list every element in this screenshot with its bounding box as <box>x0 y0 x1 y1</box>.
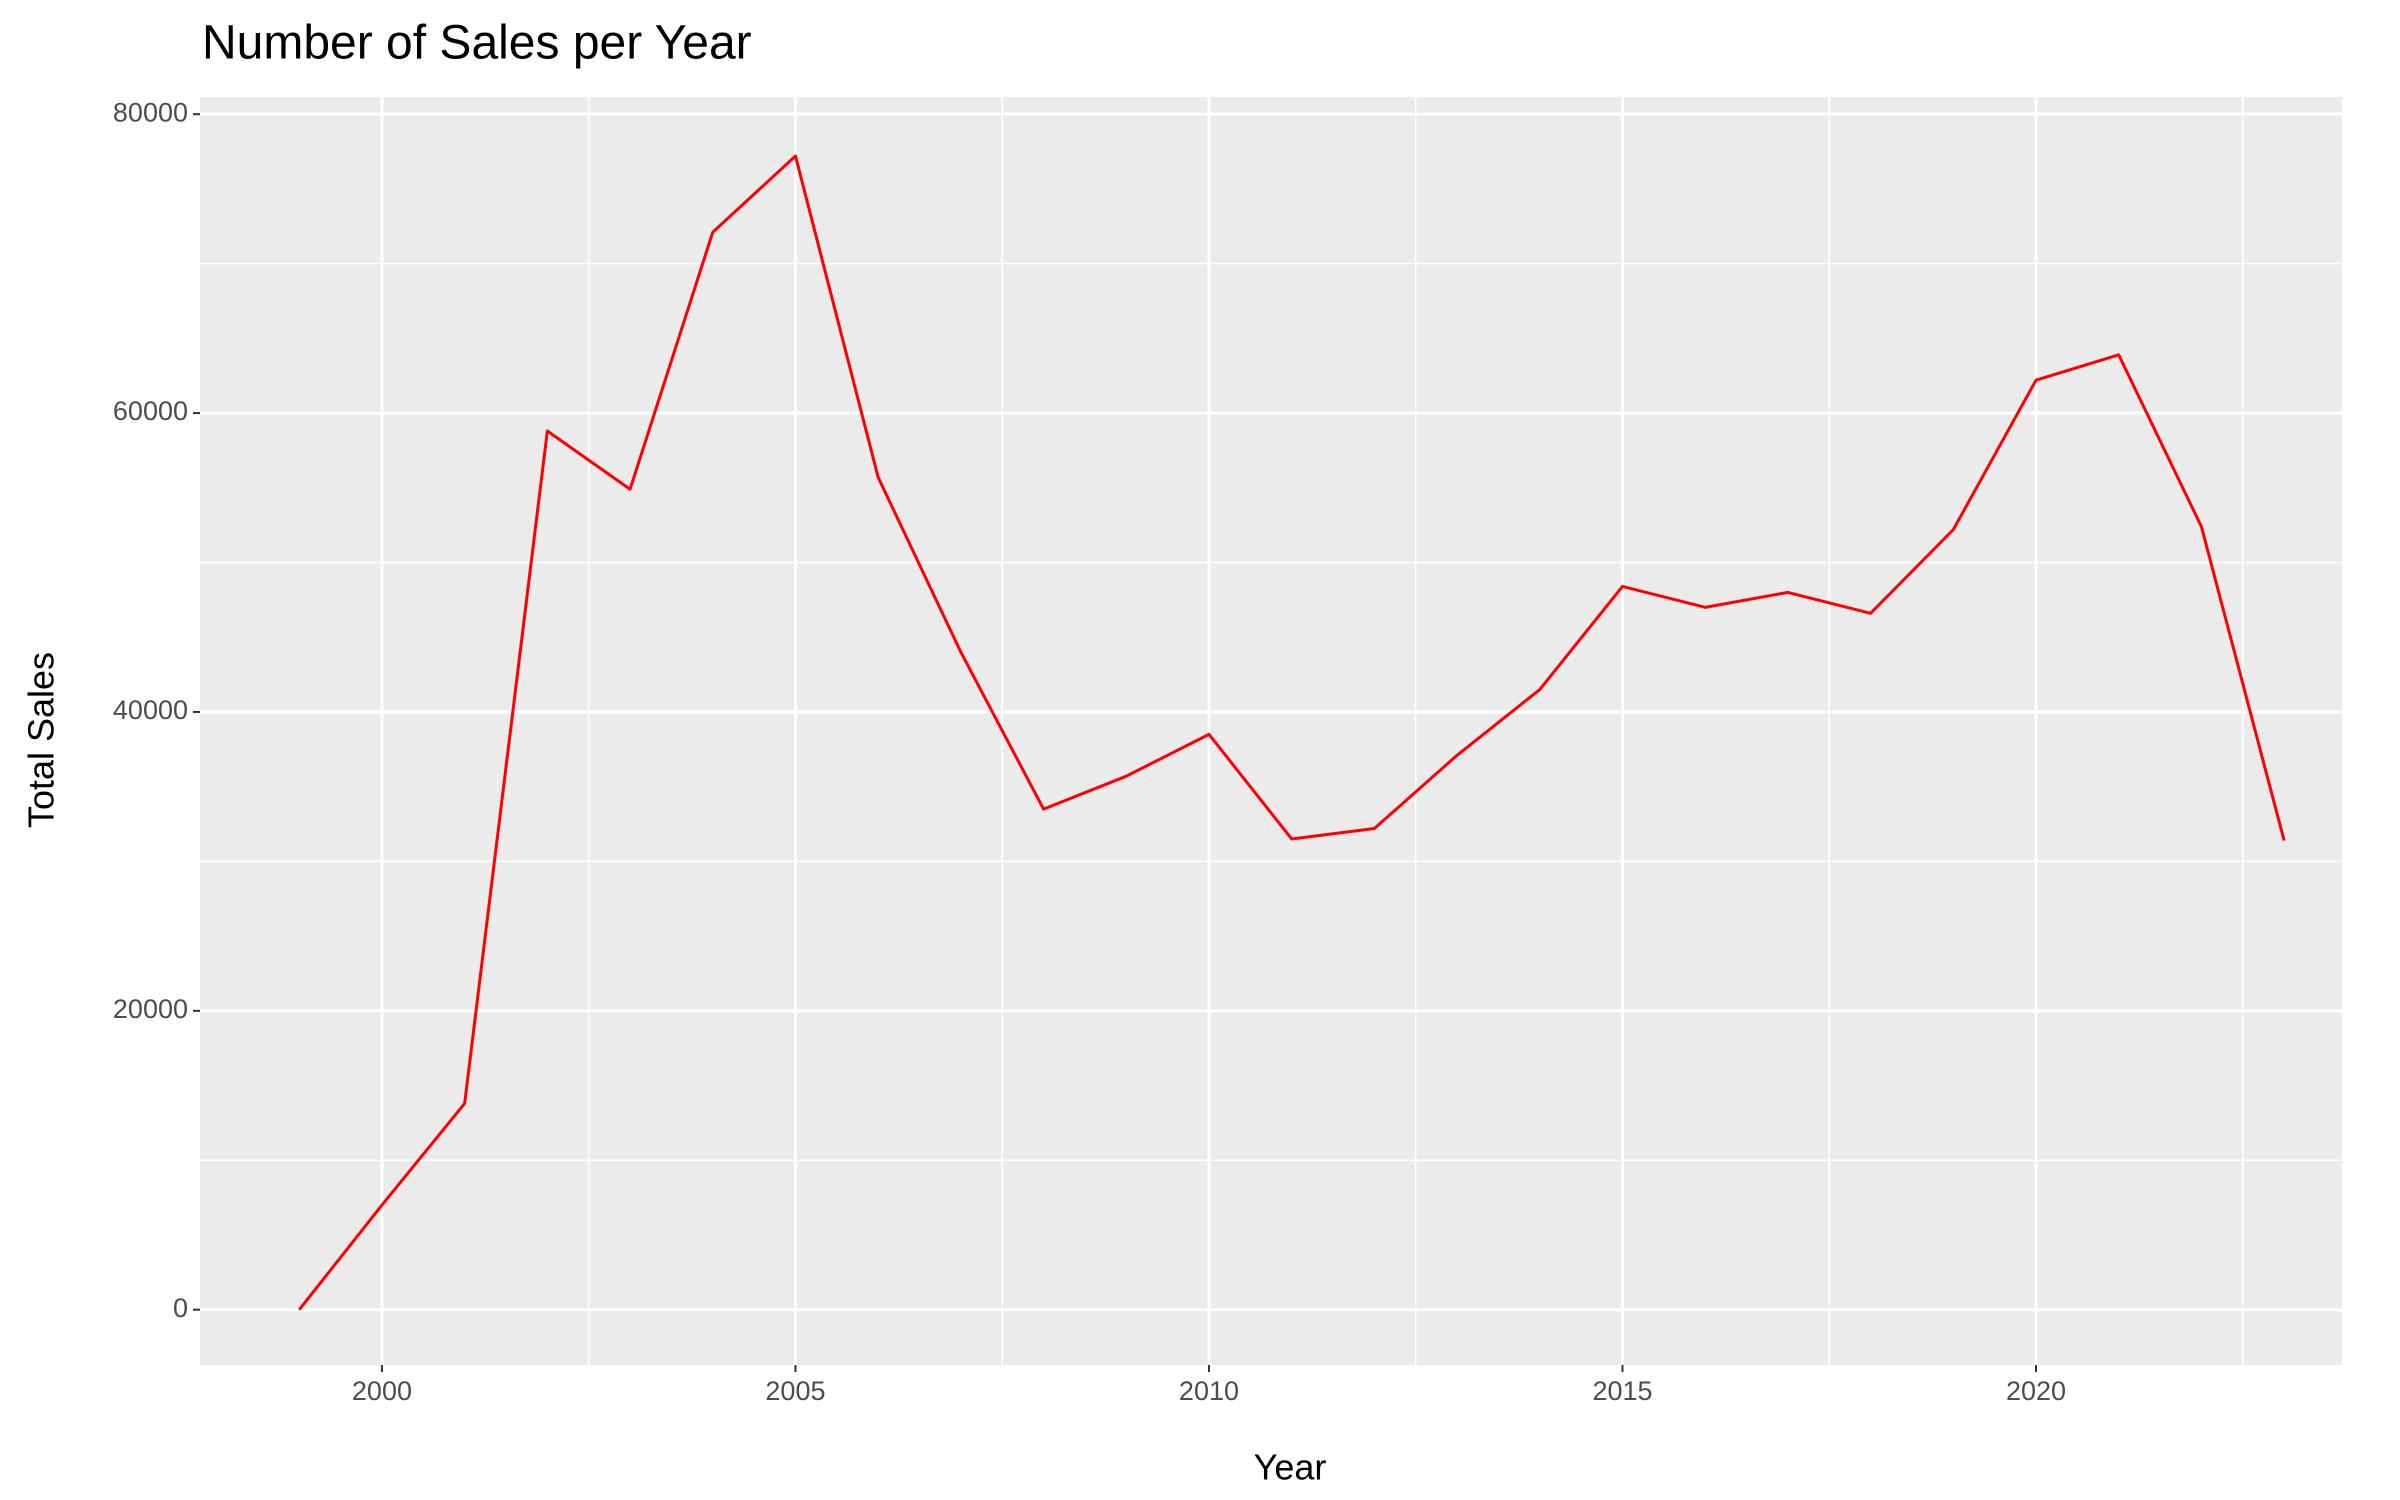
y-tick-label: 80000 <box>113 97 188 127</box>
y-tick-label: 60000 <box>113 396 188 426</box>
x-tick-label: 2005 <box>765 1376 825 1406</box>
plot-panel <box>200 97 2342 1365</box>
x-axis-title: Year <box>1254 1447 1327 1488</box>
x-tick-label: 2000 <box>352 1376 412 1406</box>
y-axis-title: Total Sales <box>21 652 62 828</box>
y-tick-label: 0 <box>173 1293 188 1323</box>
x-tick-label: 2010 <box>1179 1376 1239 1406</box>
data-line <box>298 154 2286 1311</box>
x-tick-label: 2015 <box>1592 1376 1652 1406</box>
x-tick-label: 2020 <box>2006 1376 2066 1406</box>
chart-title: Number of Sales per Year <box>202 17 752 70</box>
y-tick-label: 40000 <box>113 695 188 725</box>
y-tick-label: 20000 <box>113 994 188 1024</box>
